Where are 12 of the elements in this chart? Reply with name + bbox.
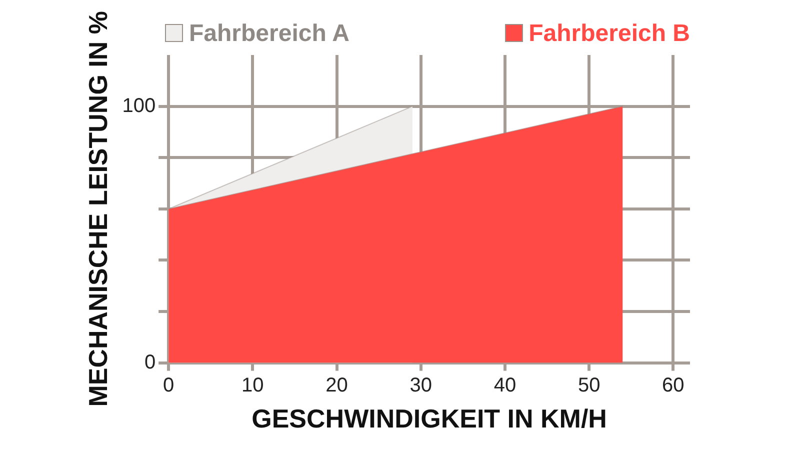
x-tick-label: 0 bbox=[163, 374, 174, 396]
x-tick-label: 30 bbox=[410, 374, 432, 396]
x-tick-label: 50 bbox=[578, 374, 600, 396]
x-axis-title: GESCHWINDIGKEIT IN KM/H bbox=[252, 404, 607, 434]
legend-label: Fahrbereich B bbox=[528, 20, 690, 47]
legend-label: Fahrbereich A bbox=[189, 20, 350, 47]
x-tick-label: 10 bbox=[242, 374, 264, 396]
x-tick-label: 40 bbox=[494, 374, 516, 396]
x-tick-label: 20 bbox=[326, 374, 348, 396]
y-tick-label: 100 bbox=[122, 94, 156, 117]
x-tick-label: 60 bbox=[662, 374, 684, 396]
y-axis-title: MECHANISCHE LEISTUNG IN % bbox=[82, 10, 113, 407]
